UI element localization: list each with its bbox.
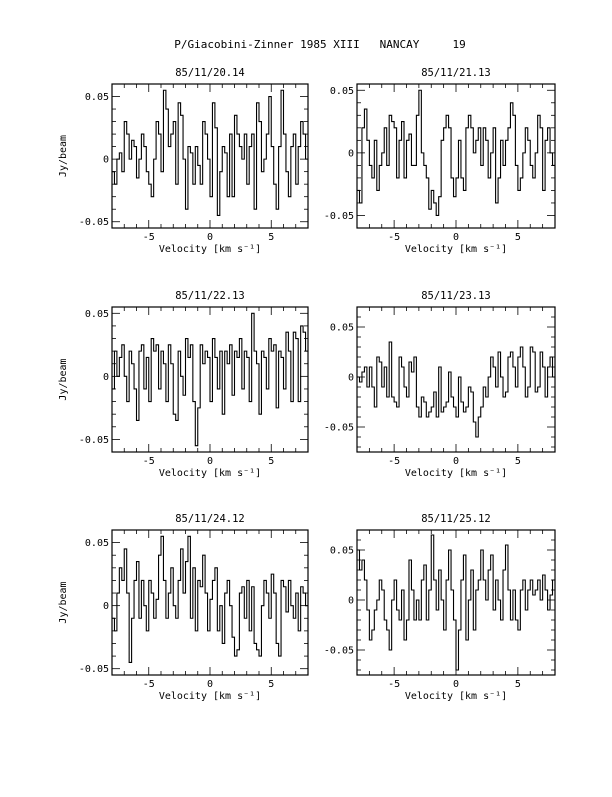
figure-title: P/Giacobini-Zinner 1985 XIII NANCAY 19 — [174, 38, 465, 51]
x-tick-label: -5 — [143, 232, 155, 243]
x-tick-label: 0 — [207, 679, 213, 690]
x-tick-label: -5 — [388, 232, 400, 243]
spectrum-panel-4: -5 0 5 -0.05 0 0.05 85/11/23.13 Velocity [km s⁻… — [324, 290, 556, 479]
x-tick-label: -5 — [143, 456, 155, 467]
spectrum-line — [112, 89, 308, 217]
x-axis-label: Velocity [km s⁻¹] — [159, 468, 261, 479]
spectrum-line — [357, 341, 555, 438]
panel-title: 85/11/23.13 — [421, 290, 491, 302]
spectrum-line — [112, 312, 308, 447]
y-tick-label: 0 — [348, 596, 354, 607]
x-tick-label: -5 — [143, 679, 155, 690]
x-tick-label: 5 — [268, 679, 274, 690]
spectrum-line — [357, 89, 555, 217]
y-tick-label: 0.05 — [330, 86, 354, 97]
spectrum-panel-1: -5 0 5 -0.05 0 0.05 85/11/20.14 Velocity [km s⁻… — [58, 67, 309, 255]
spectrum-panel-6: -5 0 5 -0.05 0 0.05 85/11/25.12 Velocity [km s⁻… — [324, 513, 556, 702]
y-tick-label: 0.05 — [85, 309, 109, 320]
x-tick-label: 0 — [453, 456, 459, 467]
y-tick-label: 0 — [103, 372, 109, 383]
y-tick-label: 0 — [103, 155, 109, 166]
x-tick-label: 5 — [515, 456, 521, 467]
x-tick-label: -5 — [388, 679, 400, 690]
y-tick-label: 0.05 — [85, 538, 109, 549]
x-axis-label: Velocity [km s⁻¹] — [405, 691, 507, 702]
y-tick-label: 0.05 — [330, 546, 354, 557]
spectrum-line — [357, 534, 555, 671]
spectrum-line — [112, 535, 308, 663]
y-tick-label: 0 — [348, 373, 354, 384]
y-tick-label: 0.05 — [330, 323, 354, 334]
x-tick-label: 5 — [515, 679, 521, 690]
x-axis-label: Velocity [km s⁻¹] — [405, 468, 507, 479]
x-tick-label: 0 — [453, 232, 459, 243]
panel-title: 85/11/24.12 — [175, 513, 245, 525]
spectrum-panel-3: -5 0 5 -0.05 0 0.05 85/11/22.13 Velocity [km s⁻… — [58, 290, 309, 479]
x-tick-label: 0 — [207, 232, 213, 243]
spectrum-panel-5: -5 0 5 -0.05 0 0.05 85/11/24.12 Velocity [km s⁻… — [58, 513, 309, 702]
y-tick-label: -0.05 — [79, 664, 109, 675]
y-tick-label: -0.05 — [79, 217, 109, 228]
panel-title: 85/11/25.12 — [421, 513, 491, 525]
y-axis-label: Jy/beam — [58, 358, 69, 400]
x-tick-label: -5 — [388, 456, 400, 467]
y-tick-label: 0 — [348, 148, 354, 159]
y-axis-label: Jy/beam — [58, 135, 69, 177]
x-axis-label: Velocity [km s⁻¹] — [159, 691, 261, 702]
y-tick-label: -0.05 — [324, 211, 354, 222]
y-tick-label: 0.05 — [85, 92, 109, 103]
panel-title: 85/11/21.13 — [421, 67, 491, 79]
y-axis-label: Jy/beam — [58, 581, 69, 623]
spectrum-panel-2: -5 0 5 -0.05 0 0.05 85/11/21.13 Velocity [km s⁻… — [324, 67, 556, 255]
y-tick-label: -0.05 — [324, 423, 354, 434]
x-axis-label: Velocity [km s⁻¹] — [159, 244, 261, 255]
x-tick-label: 5 — [268, 232, 274, 243]
panel-title: 85/11/22.13 — [175, 290, 245, 302]
x-tick-label: 5 — [515, 232, 521, 243]
panel-title: 85/11/20.14 — [175, 67, 245, 79]
x-axis-label: Velocity [km s⁻¹] — [405, 244, 507, 255]
y-tick-label: -0.05 — [324, 646, 354, 657]
y-tick-label: -0.05 — [79, 435, 109, 446]
x-tick-label: 0 — [207, 456, 213, 467]
x-tick-label: 5 — [268, 456, 274, 467]
x-tick-label: 0 — [453, 679, 459, 690]
y-tick-label: 0 — [103, 601, 109, 612]
